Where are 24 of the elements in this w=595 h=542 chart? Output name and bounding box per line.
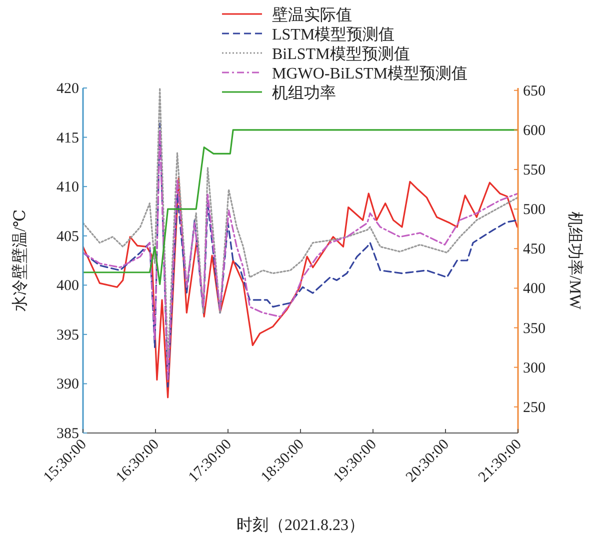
legend-label: BiLSTM模型预测值 (272, 45, 410, 63)
legend-label: MGWO-BiLSTM模型预测值 (272, 64, 468, 82)
y-tick-label: 400 (56, 278, 79, 294)
y-tick-label: 410 (56, 180, 79, 196)
y2-tick-label: 550 (523, 162, 546, 178)
y-axis-title: 水冷壁壁温/℃ (11, 209, 29, 312)
y2-tick-label: 500 (523, 202, 546, 218)
x-axis-title: 时刻（2021.8.23） (236, 516, 364, 534)
y-tick-label: 420 (56, 81, 79, 97)
y2-tick-label: 650 (523, 83, 546, 100)
y2-tick-label: 250 (523, 400, 546, 416)
y2-tick-label: 600 (523, 122, 546, 139)
y-tick-label: 405 (56, 228, 79, 245)
y2-tick-label: 450 (523, 242, 546, 258)
y-tick-label: 395 (56, 327, 79, 344)
y2-tick-label: 350 (523, 320, 546, 337)
y2-tick-label: 400 (523, 281, 546, 298)
y-tick-label: 415 (56, 130, 79, 146)
legend-label: LSTM模型预测值 (272, 26, 395, 44)
y2-axis-title: 机组功率/MW (566, 212, 584, 310)
y2-tick-label: 300 (523, 360, 546, 376)
legend-label: 壁温实际值 (272, 6, 352, 24)
y-tick-label: 390 (56, 376, 79, 393)
legend-label: 机组功率 (272, 84, 336, 102)
